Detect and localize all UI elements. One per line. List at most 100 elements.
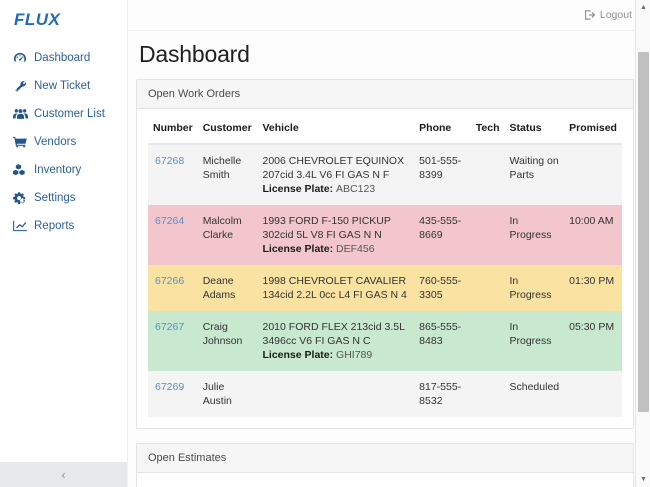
wrench-icon xyxy=(12,79,28,93)
license-plate-label: License Plate: xyxy=(262,243,337,255)
column-header-number: Number xyxy=(148,118,198,145)
cell-number: 67266 xyxy=(148,265,198,311)
cell-status: Waiting on Parts xyxy=(504,144,565,205)
order-number-link[interactable]: 67269 xyxy=(155,381,185,393)
sidebar-item-label: Customer List xyxy=(34,108,105,120)
cell-promised: 05:30 PM xyxy=(564,311,622,371)
cell-tech xyxy=(470,265,505,311)
vehicle-description: 1998 CHEVROLET CAVALIER 134cid 2.2L 0cc … xyxy=(262,275,407,301)
logout-label: Logout xyxy=(599,9,632,21)
dashboard-icon xyxy=(12,51,28,65)
table-row[interactable]: 67266 Deane Adams 1998 CHEVROLET CAVALIER … xyxy=(148,265,622,311)
users-icon xyxy=(12,107,28,121)
sidebar-item-customer-list[interactable]: Customer List xyxy=(0,100,127,128)
sidebar-item-label: Settings xyxy=(34,192,76,204)
table-header-row: Nubmer Customer Vehicle Phone xyxy=(148,482,622,487)
cell-promised: 10:00 AM xyxy=(564,205,622,265)
column-header-phone: Phone xyxy=(547,482,622,487)
scroll-down-button[interactable]: ▼ xyxy=(640,476,647,483)
cell-vehicle xyxy=(257,371,415,417)
license-plate-label: License Plate: xyxy=(262,349,337,361)
cell-phone: 435-555-8669 xyxy=(414,205,471,265)
sidebar-item-reports[interactable]: Reports xyxy=(0,212,127,240)
column-header-status: Status xyxy=(504,118,565,145)
cell-number: 67267 xyxy=(148,311,198,371)
cell-number: 67264 xyxy=(148,205,198,265)
sidebar: FLUX Dashboard New Ticket Customer List xyxy=(0,0,128,487)
order-number-link[interactable]: 67267 xyxy=(155,321,185,333)
cell-tech xyxy=(470,371,505,417)
work-orders-body: 67268 Michelle Smith 2006 CHEVROLET EQUINO… xyxy=(148,144,622,417)
license-plate: License Plate: DEF456 xyxy=(263,242,410,256)
card-title: Open Estimates xyxy=(137,444,633,473)
cell-number: 67269 xyxy=(148,371,198,417)
scrollbar-thumb[interactable] xyxy=(638,52,649,412)
brand-logo[interactable]: FLUX xyxy=(14,10,61,29)
cell-status: Scheduled xyxy=(504,371,565,417)
cell-phone: 501-555-8399 xyxy=(414,144,471,205)
table-header: Number Customer Vehicle Phone Tech Statu… xyxy=(148,118,622,145)
cell-status: In Progress xyxy=(504,311,565,371)
logout-button[interactable]: Logout xyxy=(584,9,632,21)
chart-line-icon xyxy=(12,219,28,233)
page-content: Dashboard Open Work Orders Number Custom… xyxy=(128,41,650,487)
cell-vehicle: 1998 CHEVROLET CAVALIER 134cid 2.2L 0cc … xyxy=(257,265,415,311)
sidebar-item-label: Dashboard xyxy=(34,52,91,64)
card-title: Open Work Orders xyxy=(137,80,633,109)
table-row[interactable]: 67268 Michelle Smith 2006 CHEVROLET EQUINO… xyxy=(148,144,622,205)
cell-customer: Deane Adams xyxy=(197,265,258,311)
cell-number: 67268 xyxy=(148,144,198,205)
license-plate-value: GHI789 xyxy=(336,349,373,361)
column-header-promised: Promised xyxy=(564,118,622,145)
cell-phone: 817-555-8532 xyxy=(414,371,471,417)
sidebar-item-label: Inventory xyxy=(34,164,82,176)
cell-tech xyxy=(470,311,505,371)
cell-tech xyxy=(470,144,505,205)
cell-vehicle: 2010 FORD FLEX 213cid 3.5L 3496cc V6 FI … xyxy=(257,311,415,371)
cell-status: In Progress xyxy=(504,205,565,265)
sidebar-item-inventory[interactable]: Inventory xyxy=(0,156,127,184)
cell-phone: 760-555-3305 xyxy=(414,265,471,311)
cell-customer: Michelle Smith xyxy=(197,144,258,205)
sidebar-collapse-button[interactable]: ‹ xyxy=(0,462,127,487)
table-header: Nubmer Customer Vehicle Phone xyxy=(148,482,622,487)
cell-promised xyxy=(564,371,622,417)
scroll-up-button[interactable]: ▲ xyxy=(640,4,647,11)
sidebar-item-dashboard[interactable]: Dashboard xyxy=(0,44,127,72)
table-row[interactable]: 67269 Julie Austin 817-555-8532 Scheduled xyxy=(148,371,622,417)
cell-vehicle: 1993 FORD F-150 PICKUP 302cid 5L V8 FI G… xyxy=(257,205,415,265)
order-number-link[interactable]: 67268 xyxy=(155,155,185,167)
cell-phone: 865-555-8483 xyxy=(414,311,471,371)
column-header-number: Nubmer xyxy=(148,482,204,487)
open-estimates-card: Open Estimates Nubmer Customer Vehicle P… xyxy=(136,443,634,487)
card-body: Number Customer Vehicle Phone Tech Statu… xyxy=(137,109,633,428)
table-row[interactable]: 67267 Craig Johnson 2010 FORD FLEX 213cid … xyxy=(148,311,622,371)
sidebar-nav: Dashboard New Ticket Customer List Vendo… xyxy=(0,44,127,240)
sidebar-item-label: Vendors xyxy=(34,136,77,148)
gears-icon xyxy=(12,191,28,205)
sidebar-item-new-ticket[interactable]: New Ticket xyxy=(0,72,127,100)
column-header-vehicle: Vehicle xyxy=(278,482,548,487)
page-title: Dashboard xyxy=(139,41,250,67)
vertical-scrollbar[interactable]: ▲ ▼ xyxy=(635,0,650,487)
chevron-left-icon: ‹ xyxy=(61,467,66,482)
order-number-link[interactable]: 67264 xyxy=(155,215,185,227)
order-number-link[interactable]: 67266 xyxy=(155,275,185,287)
cell-tech xyxy=(470,205,505,265)
cell-status: In Progress xyxy=(504,265,565,311)
sidebar-item-settings[interactable]: Settings xyxy=(0,184,127,212)
license-plate: License Plate: GHI789 xyxy=(263,348,410,362)
table-header-row: Number Customer Vehicle Phone Tech Statu… xyxy=(148,118,622,145)
vehicle-description: 2010 FORD FLEX 213cid 3.5L 3496cc V6 FI … xyxy=(262,321,405,347)
license-plate-label: License Plate: xyxy=(262,183,337,195)
cell-customer: Malcolm Clarke xyxy=(197,205,258,265)
open-work-orders-card: Open Work Orders Number Customer Vehicle xyxy=(136,79,634,429)
cell-promised xyxy=(564,144,622,205)
column-header-customer: Customer xyxy=(197,118,258,145)
shopping-cart-icon xyxy=(12,135,28,149)
sidebar-item-label: New Ticket xyxy=(34,80,91,92)
sidebar-item-label: Reports xyxy=(34,220,75,232)
table-row[interactable]: 67264 Malcolm Clarke 1993 FORD F-150 PICKU… xyxy=(148,205,622,265)
sidebar-item-vendors[interactable]: Vendors xyxy=(0,128,127,156)
